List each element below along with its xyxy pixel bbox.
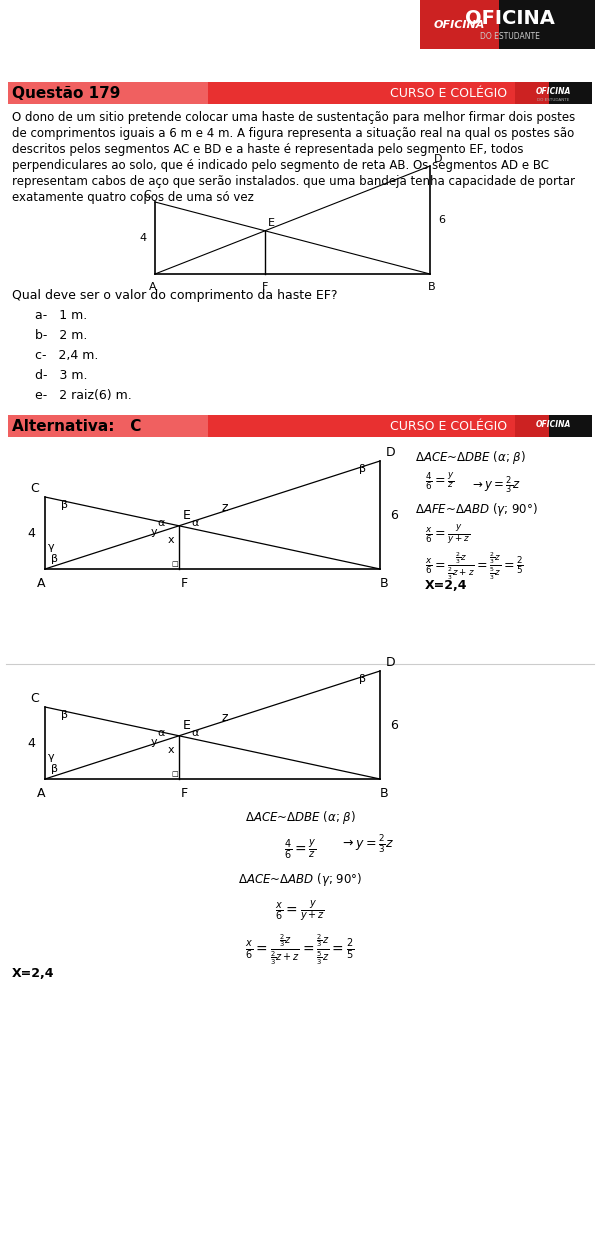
Bar: [515, 82, 592, 104]
Text: α: α: [191, 517, 199, 528]
Text: c-   2,4 m.: c- 2,4 m.: [35, 349, 98, 363]
Text: C: C: [30, 482, 39, 495]
Text: $\frac{x}{6} = \frac{\frac{2}{3}z}{\frac{2}{3}z + z} = \frac{\frac{2}{3}z}{\frac: $\frac{x}{6} = \frac{\frac{2}{3}z}{\frac…: [245, 933, 355, 967]
Text: $\Delta ACE$~$\Delta DBE$ ($\alpha$; $\beta$): $\Delta ACE$~$\Delta DBE$ ($\alpha$; $\b…: [245, 810, 355, 826]
Text: b-   2 m.: b- 2 m.: [35, 329, 88, 342]
Text: X=2,4: X=2,4: [12, 967, 55, 980]
Text: C: C: [143, 190, 151, 200]
Text: $\frac{4}{6} = \frac{y}{z}$: $\frac{4}{6} = \frac{y}{z}$: [284, 837, 316, 861]
Text: $\frac{x}{6} = \frac{\frac{2}{3}z}{\frac{2}{3}z + z} = \frac{\frac{2}{3}z}{\frac: $\frac{x}{6} = \frac{\frac{2}{3}z}{\frac…: [425, 551, 524, 582]
Text: α: α: [157, 728, 164, 738]
Text: $\frac{4}{6} = \frac{y}{z}$: $\frac{4}{6} = \frac{y}{z}$: [425, 471, 455, 492]
Text: $\Delta AFE$~$\Delta ABD$ ($\gamma$; 90°): $\Delta AFE$~$\Delta ABD$ ($\gamma$; 90°…: [415, 501, 538, 517]
Text: D: D: [386, 446, 395, 460]
Text: γ: γ: [47, 543, 55, 551]
Text: 6: 6: [390, 509, 398, 521]
Text: A: A: [37, 787, 45, 799]
Bar: [515, 82, 549, 104]
Text: 4: 4: [27, 526, 35, 540]
Text: β: β: [62, 710, 68, 720]
Text: β: β: [52, 764, 59, 774]
Text: 6: 6: [390, 719, 398, 731]
Text: D: D: [386, 656, 395, 669]
Text: F: F: [181, 577, 188, 590]
Text: OFICINA: OFICINA: [535, 87, 571, 97]
Text: $\frac{x}{6} = \frac{y}{y + z}$: $\frac{x}{6} = \frac{y}{y + z}$: [425, 522, 470, 545]
Text: x: x: [167, 745, 175, 755]
Text: $\frac{x}{6} = \frac{y}{y + z}$: $\frac{x}{6} = \frac{y}{y + z}$: [275, 899, 325, 924]
Text: α: α: [157, 517, 164, 528]
Text: a-   1 m.: a- 1 m.: [35, 308, 87, 322]
Text: representam cabos de aço que serão instalados. que uma bandeja tenha capacidade : representam cabos de aço que serão insta…: [12, 175, 575, 188]
Bar: [8, 82, 208, 104]
Text: A: A: [149, 282, 157, 292]
Bar: [8, 415, 208, 437]
Text: $\Delta ACE$~$\Delta ABD$ ($\gamma$; 90°): $\Delta ACE$~$\Delta ABD$ ($\gamma$; 90°…: [238, 871, 362, 888]
Text: β: β: [359, 674, 365, 684]
Text: Qual deve ser o valor do comprimento da haste EF?: Qual deve ser o valor do comprimento da …: [12, 290, 337, 302]
Text: A: A: [37, 577, 45, 590]
Bar: [420, 0, 595, 49]
Text: Alternativa:   C: Alternativa: C: [12, 418, 142, 433]
Text: 4: 4: [140, 233, 147, 243]
Text: β: β: [62, 500, 68, 510]
Text: E: E: [183, 509, 191, 521]
Text: Questão 179: Questão 179: [12, 86, 121, 101]
Text: CURSO E COLÉGIO: CURSO E COLÉGIO: [390, 419, 507, 433]
Bar: [8, 82, 592, 104]
Text: perpendiculares ao solo, que é indicado pelo segmento de reta AB. Os segmentos A: perpendiculares ao solo, que é indicado …: [12, 159, 549, 172]
Text: descritos pelos segmentos AC e BD e a haste é representada pelo segmento EF, tod: descritos pelos segmentos AC e BD e a ha…: [12, 144, 523, 156]
Text: 6: 6: [438, 215, 445, 225]
Text: $\rightarrow y = \frac{2}{3}z$: $\rightarrow y = \frac{2}{3}z$: [470, 473, 521, 496]
Text: DO ESTUDANTE: DO ESTUDANTE: [479, 33, 539, 42]
Text: β: β: [359, 465, 365, 473]
Text: B: B: [380, 577, 388, 590]
Text: d-   3 m.: d- 3 m.: [35, 369, 88, 381]
Text: F: F: [262, 282, 268, 292]
Text: z: z: [221, 710, 228, 724]
Text: CURSO E COLÉGIO: CURSO E COLÉGIO: [390, 87, 507, 99]
Text: x: x: [167, 535, 175, 545]
Text: $\Delta ACE$~$\Delta DBE$ ($\alpha$; $\beta$): $\Delta ACE$~$\Delta DBE$ ($\alpha$; $\b…: [415, 449, 526, 466]
Text: O dono de um sitio pretende colocar uma haste de sustentação para melhor firmar : O dono de um sitio pretende colocar uma …: [12, 111, 575, 123]
Text: γ: γ: [47, 752, 55, 762]
Text: exatamente quatro copos de uma só vez: exatamente quatro copos de uma só vez: [12, 191, 254, 204]
Text: α: α: [191, 728, 199, 738]
Text: E: E: [268, 218, 275, 228]
Text: 4: 4: [27, 737, 35, 749]
Text: e-   2 raiz(6) m.: e- 2 raiz(6) m.: [35, 389, 132, 402]
Text: y: y: [151, 526, 157, 536]
Text: $\rightarrow y = \frac{2}{3}z$: $\rightarrow y = \frac{2}{3}z$: [340, 833, 394, 855]
Text: OFICINA: OFICINA: [434, 19, 485, 29]
Text: DO ESTUDANTE: DO ESTUDANTE: [537, 98, 569, 102]
Bar: [515, 415, 549, 437]
Text: B: B: [380, 787, 388, 799]
Text: β: β: [52, 554, 59, 564]
Text: de comprimentos iguais a 6 m e 4 m. A figura representa a situação real na qual : de comprimentos iguais a 6 m e 4 m. A fi…: [12, 127, 574, 140]
Bar: [420, 0, 499, 49]
Text: □: □: [172, 771, 178, 777]
Text: □: □: [172, 562, 178, 567]
Bar: [8, 415, 592, 437]
Text: z: z: [221, 501, 228, 514]
Text: F: F: [181, 787, 188, 799]
Text: C: C: [30, 692, 39, 705]
Text: OFICINA: OFICINA: [464, 9, 554, 28]
Text: E: E: [183, 719, 191, 731]
Text: OFICINA: OFICINA: [535, 421, 571, 429]
Text: X=2,4: X=2,4: [425, 579, 467, 592]
Text: D: D: [434, 154, 443, 164]
Text: B: B: [428, 282, 436, 292]
Bar: [515, 415, 592, 437]
Text: y: y: [151, 737, 157, 747]
